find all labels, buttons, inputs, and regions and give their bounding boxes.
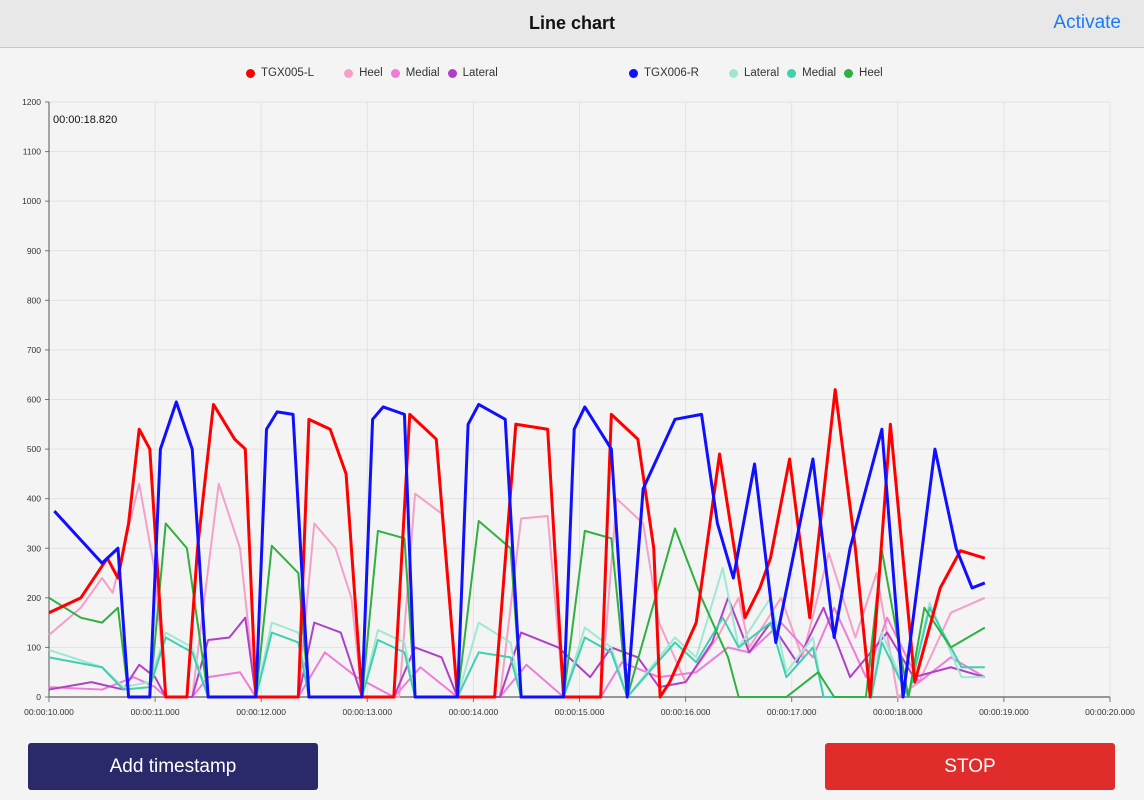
y-tick-label: 700 <box>27 345 41 355</box>
legend-item[interactable]: Heel <box>344 67 383 79</box>
x-tick-label: 00:00:19.000 <box>979 707 1029 717</box>
x-tick-label: 00:00:12.000 <box>236 707 286 717</box>
legend-item[interactable]: Lateral <box>728 67 780 79</box>
x-tick-label: 00:00:13.000 <box>342 707 392 717</box>
legend-item[interactable]: TGX005-L <box>246 67 314 79</box>
y-tick-label: 300 <box>27 543 41 553</box>
y-tick-label: 1100 <box>23 147 42 157</box>
legend-dot-icon <box>629 68 638 78</box>
legend-dot-icon <box>447 68 457 78</box>
y-tick-label: 400 <box>27 494 41 504</box>
legend-group-left: TGX005-L Heel Medial Lateral <box>246 67 506 79</box>
y-tick-label: 100 <box>27 642 41 652</box>
y-tick-label: 600 <box>27 395 41 405</box>
line-chart: 0 100 200 300 400 500 600 700 800 900 1000 1100 1200… <box>22 97 1135 717</box>
series-line-tgx005-l <box>48 388 986 699</box>
x-tick-label: 00:00:14.000 <box>449 707 499 717</box>
legend-item[interactable]: Heel <box>844 67 883 79</box>
legend-dot-icon <box>390 68 400 78</box>
x-tick-label: 00:00:18.000 <box>873 707 923 717</box>
header: Line chart Activate <box>0 0 1144 48</box>
legend-dot-icon <box>844 68 854 78</box>
legend-label: Heel <box>359 67 383 79</box>
add-timestamp-button[interactable]: Add timestamp <box>28 743 318 790</box>
legend-dot-icon <box>787 68 797 78</box>
series-line-tgx006-r <box>53 400 986 699</box>
legend-item[interactable]: Medial <box>390 67 440 79</box>
legend-label: Medial <box>405 67 440 79</box>
activate-button[interactable]: Activate <box>1053 12 1121 33</box>
legend-item[interactable]: TGX006-R <box>629 67 699 79</box>
y-tick-label: 200 <box>27 593 41 603</box>
legend-label: Medial <box>802 67 837 79</box>
x-tick-label: 00:00:11.000 <box>131 707 180 717</box>
legend-label: Lateral <box>462 67 498 79</box>
legend-dot-icon <box>246 68 255 78</box>
x-tick-label: 00:00:10.000 <box>24 707 74 717</box>
legend-item[interactable]: Lateral <box>447 67 498 79</box>
legend-dot-icon <box>344 68 354 78</box>
current-time-label: 00:00:18.820 <box>53 114 118 126</box>
legend-dot-icon <box>728 68 738 78</box>
y-tick-label: 800 <box>27 295 41 305</box>
series-line-tgx006-r-heel <box>48 519 986 698</box>
legend-label: TGX006-R <box>644 67 699 79</box>
legend-group-right: TGX006-R Lateral Medial Heel <box>629 67 891 79</box>
x-tick-label: 00:00:15.000 <box>555 707 605 717</box>
y-tick-label: 1000 <box>22 196 41 206</box>
x-tick-label: 00:00:17.000 <box>767 707 817 717</box>
stop-button[interactable]: STOP <box>825 743 1115 790</box>
page-title: Line chart <box>528 13 616 33</box>
x-tick-label: 00:00:20.000 <box>1085 707 1135 717</box>
legend-item[interactable]: Medial <box>787 67 836 79</box>
y-tick-label: 0 <box>36 692 41 702</box>
y-tick-label: 900 <box>27 246 41 256</box>
x-tick-label: 00:00:16.000 <box>661 707 711 717</box>
legend-label: Lateral <box>743 67 780 79</box>
legend-label: Heel <box>859 67 883 79</box>
legend-label: TGX005-L <box>261 67 315 79</box>
y-tick-label: 500 <box>27 444 41 454</box>
y-tick-label: 1200 <box>22 97 41 107</box>
